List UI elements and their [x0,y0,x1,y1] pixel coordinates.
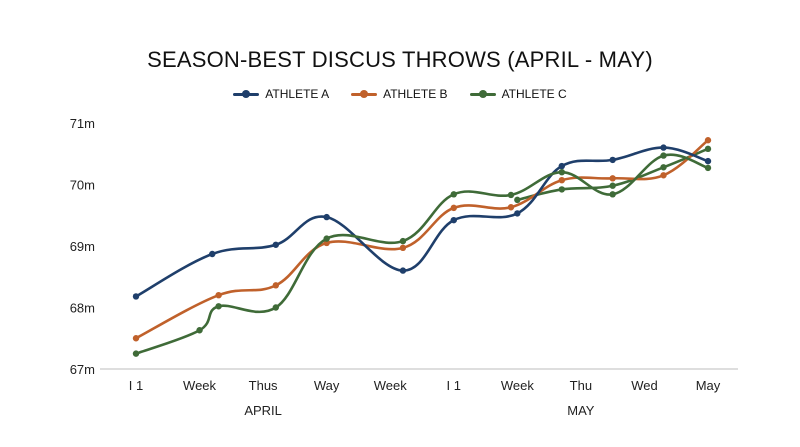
legend-label-athlete-a: ATHLETE A [265,87,330,101]
data-point-series-2 [323,235,330,242]
y-tick-label: 67m [70,362,95,377]
x-tick-label: I 1 [447,378,461,393]
data-point-series-1 [660,172,667,179]
data-point-series-0 [450,216,457,224]
data-point-series-1 [132,335,140,342]
data-point-series-2 [450,191,457,198]
data-point-series-3 [514,196,521,204]
data-point-series-2 [272,304,280,311]
legend-item-athlete-a: ATHLETE A [233,87,329,101]
legend-label-athlete-b: ATHLETE B [383,87,448,101]
data-point-series-0 [209,250,216,258]
data-point-series-0 [132,293,140,300]
y-tick-label: 70m [70,178,95,193]
x-tick-label: Wed [631,378,658,393]
data-point-series-1 [215,292,222,299]
data-point-series-2 [507,191,515,199]
data-point-series-1 [704,137,712,144]
y-tick-label: 71m [70,116,95,131]
y-tick-label: 69m [70,239,95,254]
x-tick-label: I 1 [129,378,143,393]
data-point-series-0 [558,162,566,170]
legend-swatch-athlete-b [351,89,378,98]
data-point-series-2 [399,237,407,245]
x-tick-label: Thus [249,378,278,393]
data-point-series-3 [704,145,712,153]
data-point-series-2 [704,164,712,172]
data-point-series-2 [558,169,566,176]
data-point-series-1 [450,204,457,212]
data-point-series-0 [514,210,521,217]
x-tick-label: Week [183,378,216,393]
x-group-label: APRIL [244,403,282,418]
x-tick-label: Thu [570,378,592,393]
chart-legend: ATHLETE A ATHLETE B ATHLETE C [0,87,800,101]
data-point-series-0 [704,157,712,165]
data-point-series-2 [215,303,222,310]
data-point-series-1 [558,176,566,184]
x-tick-label: Way [314,378,340,393]
data-point-series-2 [660,152,667,159]
x-tick-label: Week [501,378,534,393]
data-point-series-2 [196,327,203,334]
data-point-series-0 [272,241,280,248]
legend-swatch-athlete-a [233,89,260,98]
y-tick-label: 68m [70,301,95,316]
data-point-series-1 [272,282,280,289]
data-point-series-3 [558,186,566,193]
data-point-series-0 [660,144,667,151]
data-point-series-0 [323,213,330,221]
data-point-series-0 [399,267,407,274]
data-point-series-1 [609,175,616,182]
data-point-series-3 [609,182,616,189]
x-group-label: MAY [567,403,595,418]
data-point-series-1 [507,204,515,211]
x-tick-label: May [696,378,721,393]
chart-title: SEASON-BEST DISCUS THROWS (APRIL - MAY) [147,47,653,72]
legend-label-athlete-c: ATHLETE C [501,87,567,101]
legend-item-athlete-c: ATHLETE C [469,87,567,101]
x-tick-label: Week [374,378,407,393]
series-line-0 [134,146,710,298]
data-point-series-1 [399,244,407,252]
legend-item-athlete-b: ATHLETE B [351,87,448,101]
series-line-1 [134,138,710,340]
data-point-series-3 [660,164,667,171]
data-point-series-2 [609,191,616,198]
legend-swatch-athlete-c [469,89,496,98]
data-point-series-0 [609,156,616,164]
data-point-series-2 [132,350,140,357]
